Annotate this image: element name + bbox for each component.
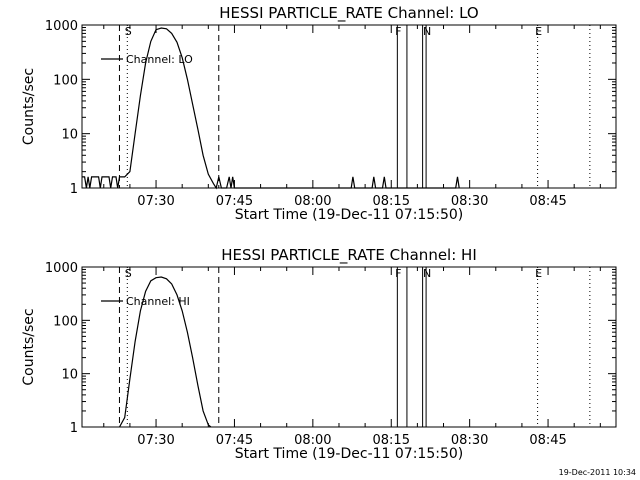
- event-marker-label-lo: S: [125, 25, 132, 38]
- series-line-lo: [82, 27, 460, 190]
- x-tick-label-lo: 07:45: [216, 194, 253, 209]
- x-tick-label-lo: 08:45: [529, 194, 566, 209]
- series-line-hi: [118, 276, 212, 428]
- event-marker-label-hi: N: [423, 267, 431, 280]
- x-axis-label-hi: Start Time (19-Dec-11 07:15:50): [235, 446, 463, 462]
- x-tick-label-lo: 07:30: [137, 194, 174, 209]
- event-marker-label-hi: E: [535, 267, 542, 280]
- event-marker-label-lo: N: [423, 25, 431, 38]
- legend-label-hi: Channel: HI: [126, 295, 190, 308]
- x-tick-label-hi: 08:00: [294, 433, 331, 448]
- y-tick-label-lo: 100: [53, 73, 78, 88]
- footer-timestamp: 19-Dec-2011 10:34: [559, 468, 636, 477]
- chart-title-lo: HESSI PARTICLE_RATE Channel: LO: [219, 4, 478, 23]
- chart-title-hi: HESSI PARTICLE_RATE Channel: HI: [221, 246, 477, 265]
- event-marker-label-hi: S: [125, 267, 132, 280]
- event-marker-label-lo: E: [535, 25, 542, 38]
- chart-panel-lo: HESSI PARTICLE_RATE Channel: LO 1 10 100 100…: [21, 4, 617, 223]
- y-tick-label-hi: 10: [61, 368, 78, 383]
- y-tick-label-hi: 1000: [45, 261, 78, 276]
- event-marker-label-hi: F: [395, 267, 401, 280]
- event-marker-label-lo: F: [395, 25, 401, 38]
- y-tick-label-lo: 1000: [45, 19, 78, 34]
- y-tick-label-hi: 1: [70, 421, 78, 436]
- plot-frame-lo: [81, 24, 617, 189]
- plot-frame-hi: [81, 266, 617, 428]
- y-axis-label-lo: Counts/sec: [21, 68, 37, 145]
- y-axis-label-hi: Counts/sec: [21, 308, 37, 385]
- x-tick-label-hi: 08:45: [529, 433, 566, 448]
- y-tick-label-lo: 1: [70, 182, 78, 197]
- x-tick-label-lo: 08:30: [451, 194, 488, 209]
- chart-panel-hi: HESSI PARTICLE_RATE Channel: HI 1 10 100 100…: [21, 246, 617, 462]
- x-axis-label-lo: Start Time (19-Dec-11 07:15:50): [235, 207, 463, 223]
- x-tick-label-hi: 08:15: [373, 433, 410, 448]
- y-tick-label-lo: 10: [61, 128, 78, 143]
- x-tick-label-hi: 07:45: [216, 433, 253, 448]
- x-tick-label-hi: 08:30: [451, 433, 488, 448]
- y-tick-label-hi: 100: [53, 314, 78, 329]
- x-tick-label-lo: 08:00: [294, 194, 331, 209]
- x-tick-label-hi: 07:30: [137, 433, 174, 448]
- x-tick-label-lo: 08:15: [373, 194, 410, 209]
- legend-label-lo: Channel: LO: [126, 53, 193, 66]
